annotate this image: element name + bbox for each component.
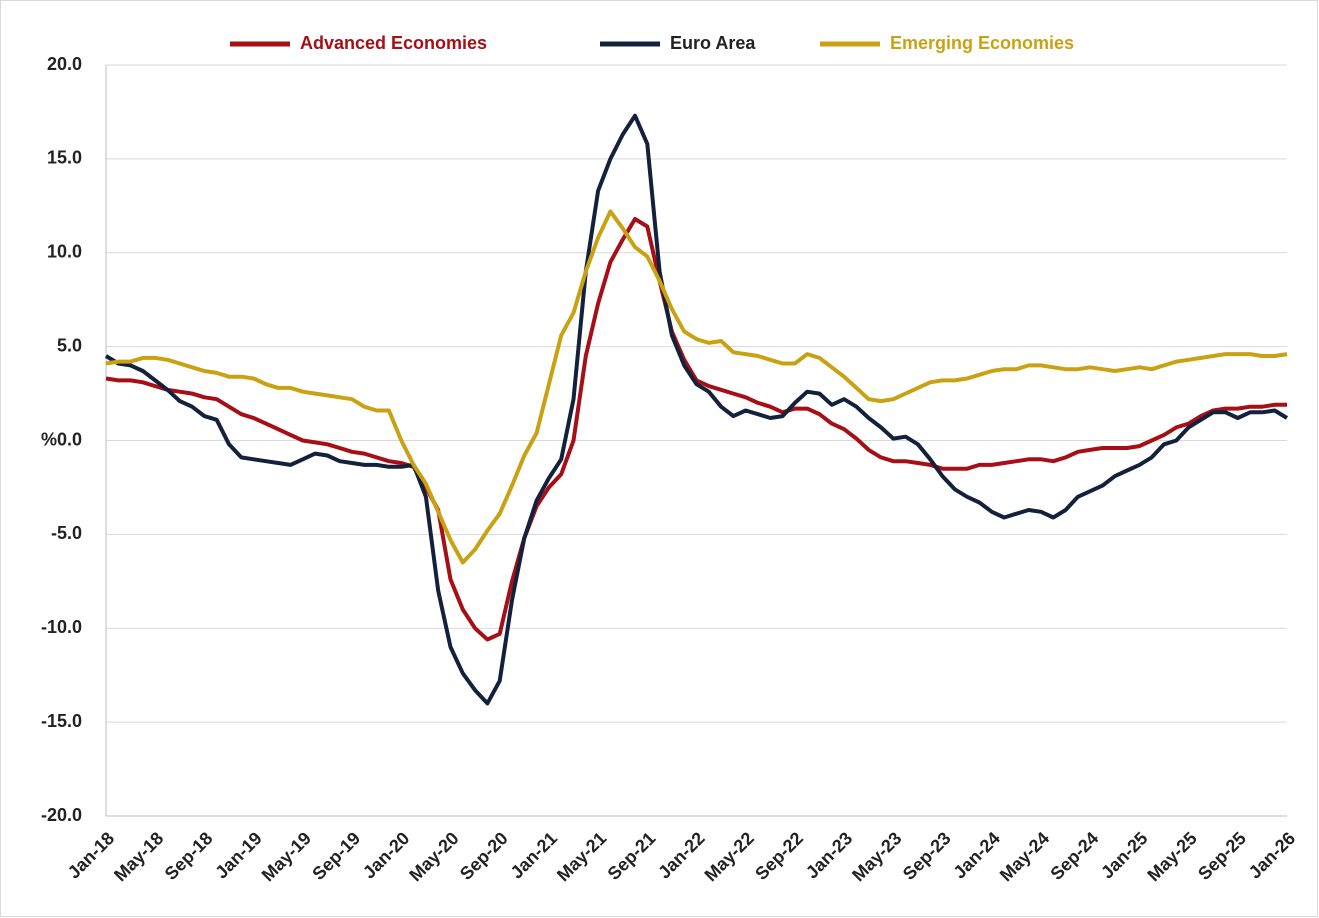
y-tick-label: -5.0 [51,523,82,543]
legend-label: Euro Area [670,33,756,53]
series-line [104,113,1289,706]
x-tick-label: Sep-19 [308,828,364,884]
x-tick-label: May-25 [1143,828,1200,885]
y-tick-label: %0.0 [41,429,82,449]
y-tick-label: 10.0 [47,242,82,262]
x-tick-label: Jan-25 [1097,828,1151,882]
legend-label: Advanced Economies [300,33,487,53]
x-tick-label: May-22 [701,828,758,885]
y-tick-label: -20.0 [41,805,82,825]
x-tick-label: Sep-20 [456,828,512,884]
x-tick-label: Jan-21 [507,828,561,882]
x-tick-label: May-20 [405,828,462,885]
x-tick-label: May-19 [258,828,315,885]
x-tick-label: May-18 [110,828,167,885]
y-tick-label: 5.0 [57,335,82,355]
y-tick-label: -10.0 [41,617,82,637]
x-tick-label: May-23 [848,828,905,885]
x-tick-label: Jan-22 [654,828,708,882]
x-tick-label: Sep-18 [161,828,217,884]
y-tick-label: -15.0 [41,711,82,731]
x-tick-label: May-24 [996,828,1053,885]
x-tick-label: Sep-24 [1046,828,1102,884]
x-tick-label: Jan-24 [949,828,1003,882]
x-tick-label: Jan-20 [359,828,413,882]
x-tick-label: Jan-26 [1245,828,1299,882]
x-tick-label: Sep-25 [1194,828,1250,884]
x-tick-label: Sep-21 [604,828,660,884]
x-tick-label: Jan-18 [64,828,118,882]
legend-label: Emerging Economies [890,33,1074,53]
y-tick-label: 20.0 [47,54,82,74]
series-line [105,209,1288,565]
x-tick-label: Sep-22 [751,828,807,884]
x-tick-label: Sep-23 [899,828,955,884]
x-tick-label: Jan-19 [211,828,265,882]
y-tick-label: 15.0 [47,148,82,168]
x-tick-label: Jan-23 [802,828,856,882]
series-line [105,217,1287,642]
x-tick-label: May-21 [553,828,610,885]
